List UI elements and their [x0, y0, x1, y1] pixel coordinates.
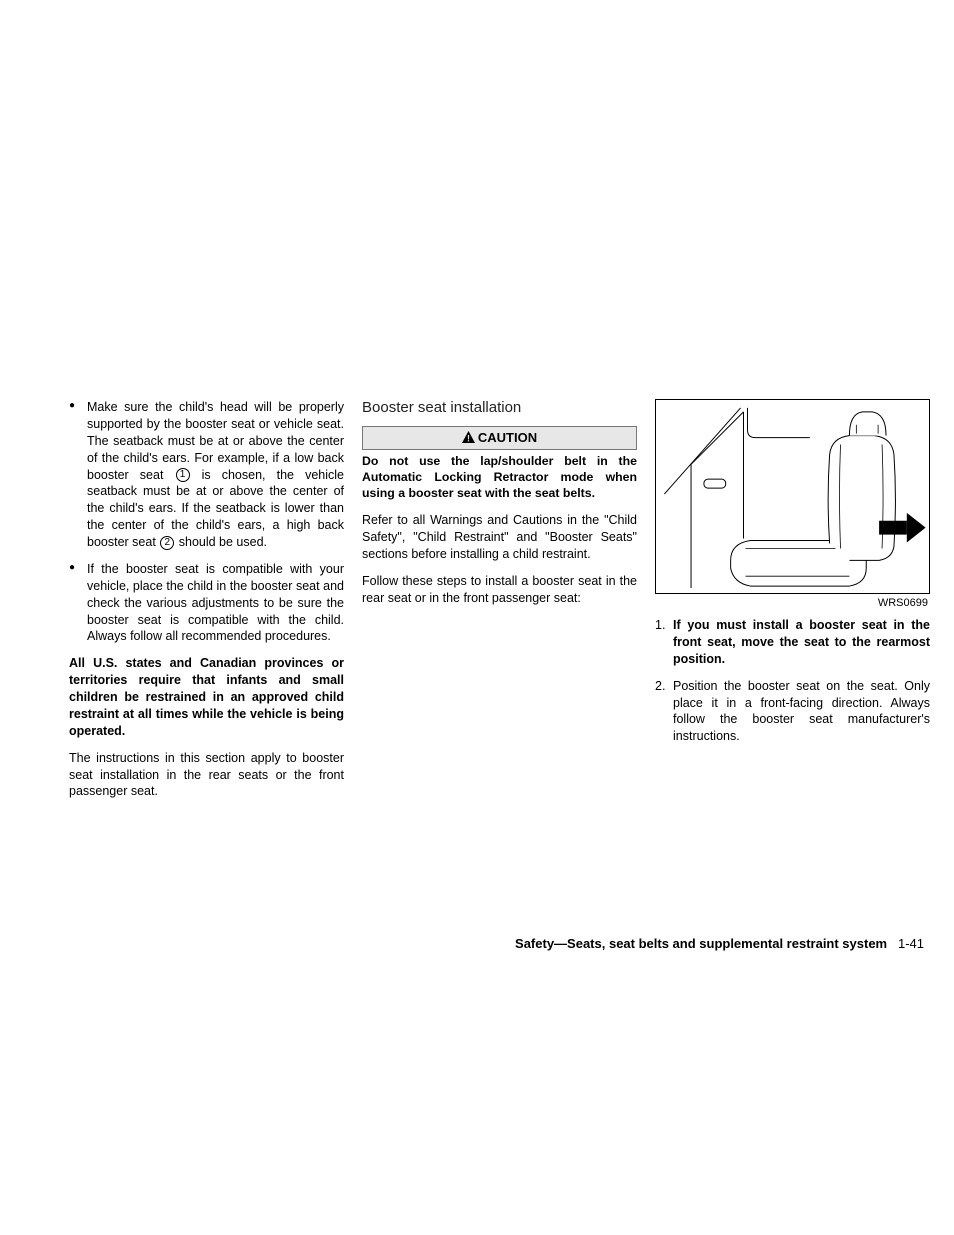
- paragraph: The instructions in this section apply t…: [69, 750, 344, 801]
- figure-label: WRS0699: [655, 597, 930, 609]
- bullet-item-1: Make sure the child's head will be prope…: [69, 399, 344, 551]
- column-2: Booster seat installation ! CAUTION Do n…: [362, 399, 637, 810]
- numbered-list: 1. If you must install a booster seat in…: [655, 617, 930, 745]
- numbered-item-1: 1. If you must install a booster seat in…: [655, 617, 930, 668]
- page-content: Make sure the child's head will be prope…: [69, 399, 924, 810]
- paragraph-follow: Follow these steps to install a booster …: [362, 573, 637, 607]
- caution-text: Do not use the lap/shoulder belt in the …: [362, 454, 637, 502]
- caution-label: CAUTION: [478, 430, 537, 445]
- numbered-text-1: If you must install a booster seat in th…: [673, 618, 930, 666]
- warning-icon: !: [462, 431, 475, 446]
- page-footer: Safety—Seats, seat belts and supplementa…: [69, 936, 924, 951]
- column-1: Make sure the child's head will be prope…: [69, 399, 344, 810]
- svg-text:!: !: [467, 434, 470, 444]
- seat-diagram-svg: [656, 400, 929, 593]
- bold-paragraph: All U.S. states and Canadian provinces o…: [69, 655, 344, 739]
- bullet-list: Make sure the child's head will be prope…: [69, 399, 344, 645]
- circled-number-1: 1: [176, 468, 190, 482]
- paragraph-refer: Refer to all Warnings and Cautions in th…: [362, 512, 637, 563]
- numbered-item-2: 2. Position the booster seat on the seat…: [655, 678, 930, 746]
- caution-box: ! CAUTION: [362, 426, 637, 450]
- circled-number-2: 2: [160, 536, 174, 550]
- bullet-item-2: If the booster seat is compatible with y…: [69, 561, 344, 645]
- illustration-seat: [655, 399, 930, 594]
- section-heading: Booster seat installation: [362, 399, 637, 416]
- footer-page-number: 1-41: [898, 936, 924, 951]
- numbered-text-2: Position the booster seat on the seat. O…: [673, 679, 930, 744]
- item-number-1: 1.: [655, 617, 665, 634]
- bullet-text-1c: should be used.: [175, 535, 267, 549]
- footer-section: Safety—Seats, seat belts and supplementa…: [515, 936, 887, 951]
- column-3: WRS0699 1. If you must install a booster…: [655, 399, 930, 810]
- item-number-2: 2.: [655, 678, 665, 695]
